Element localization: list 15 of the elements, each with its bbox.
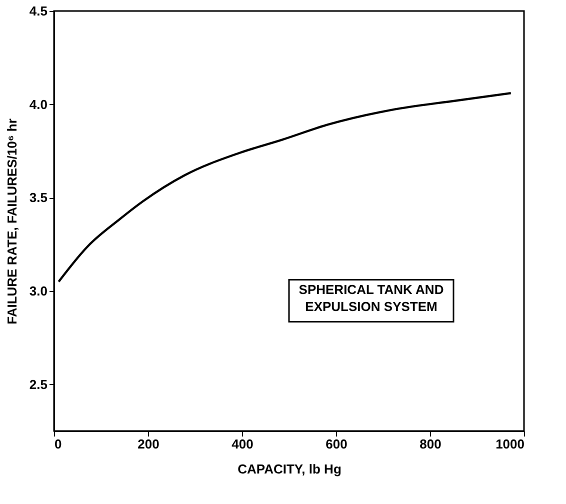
x-tick-label: 600 (326, 436, 348, 452)
y-tick-label: 3.5 (29, 190, 48, 206)
y-tick-label: 4.0 (29, 96, 48, 112)
x-tick-label: 0 (54, 436, 62, 452)
annotation: SPHERICAL TANK AND EXPULSION SYSTEM (298, 282, 444, 314)
y-tick-label: 3.0 (29, 284, 48, 298)
x-axis-title: CAPACITY, lb Hg (238, 462, 342, 476)
x-tick-label: 400 (232, 436, 254, 452)
y-tick-label: 2.5 (29, 376, 48, 392)
x-tick-label: 800 (420, 436, 442, 452)
x-tick-label: 1000 (496, 436, 524, 452)
y-axis-title: FAILURE RATE, FAILURES/10⁶ hr (4, 118, 20, 324)
y-tick-label: 4.5 (29, 4, 48, 18)
line-series (58, 92, 512, 283)
x-tick-label: 200 (138, 436, 160, 452)
